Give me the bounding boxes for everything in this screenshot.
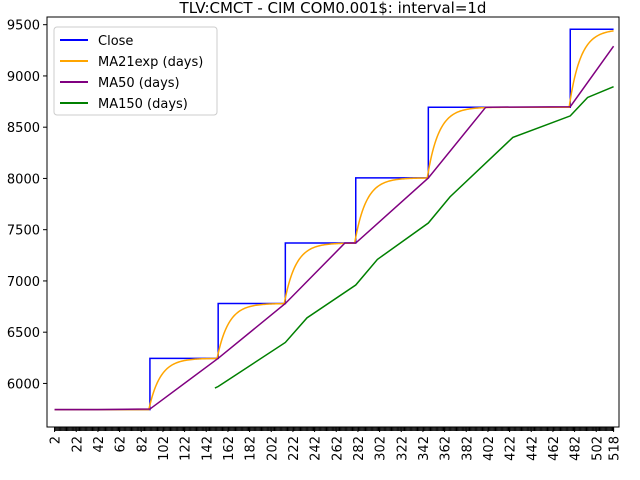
x-tick-label: 362 (439, 436, 454, 461)
x-tick-label: 402 (482, 436, 497, 461)
y-tick-label: 9500 (7, 19, 40, 34)
x-tick-label: 2 (49, 436, 64, 444)
x-tick-label: 482 (569, 436, 584, 461)
y-tick-label: 6000 (7, 377, 40, 392)
x-tick-label: 462 (547, 436, 562, 461)
legend-box (53, 26, 218, 116)
x-tick-label: 322 (395, 436, 410, 461)
y-tick-label: 7000 (7, 275, 40, 290)
chart-title: TLV:CMCT - CIM COM0.001$: interval=1d (179, 0, 487, 17)
x-tick-label: 518 (608, 436, 623, 461)
y-tick-label: 9000 (7, 70, 40, 85)
x-tick-label: 202 (265, 436, 280, 461)
x-tick-label: 62 (114, 436, 129, 453)
x-tick-label: 382 (460, 436, 475, 461)
x-tick-label: 182 (244, 436, 259, 461)
y-tick-label: 8000 (7, 172, 40, 187)
x-tick-label: 162 (222, 436, 237, 461)
legend-label: MA21exp (days) (98, 55, 203, 70)
y-tick-label: 8500 (7, 121, 40, 136)
x-tick-label: 502 (590, 436, 605, 461)
x-tick-label: 102 (157, 436, 172, 461)
x-tick-label: 302 (374, 436, 389, 461)
x-tick-label: 342 (417, 436, 432, 461)
x-tick-label: 82 (135, 436, 150, 453)
x-tick-label: 22 (70, 436, 85, 453)
series-line-2 (54, 45, 615, 411)
legend-label: Close (98, 34, 133, 49)
x-tick-label: 442 (525, 436, 540, 461)
x-tick-label: 262 (330, 436, 345, 461)
x-tick-label: 142 (200, 436, 215, 461)
y-axis: 6000 6500 7000 7500 8000 8500 9000 9500 (7, 19, 47, 392)
x-axis: 2 22 42 62 82 102 122 142 162 182 202 222 242 262 282 3… (49, 427, 623, 461)
x-tick-label: 422 (504, 436, 519, 461)
x-tick-label: 42 (92, 436, 107, 453)
legend-label: MA150 (days) (98, 97, 188, 112)
x-tick-label: 122 (179, 436, 194, 461)
x-tick-label: 222 (287, 436, 302, 461)
y-tick-label: 6500 (7, 326, 40, 341)
x-tick-label: 242 (309, 436, 324, 461)
legend-label: MA50 (days) (98, 76, 180, 91)
x-tick-label: 282 (352, 436, 367, 461)
legend: Close MA21exp (days) MA50 (days) MA150 (day… (53, 26, 218, 116)
y-tick-label: 7500 (7, 224, 40, 239)
series-line-3 (214, 86, 614, 389)
